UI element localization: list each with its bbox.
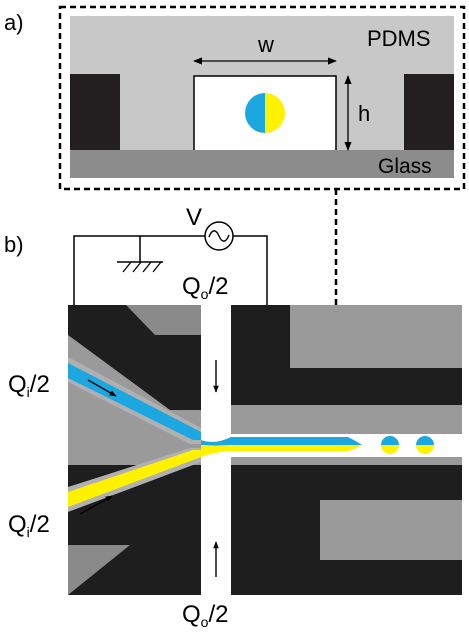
glass-layer: [70, 150, 454, 178]
jet-blue: [201, 432, 362, 446]
device-micrograph: [68, 305, 462, 595]
height-label: h: [358, 101, 370, 126]
voltage-label: V: [186, 204, 202, 231]
pdms-label: PDMS: [367, 26, 431, 51]
panel-a-label: a): [4, 10, 24, 35]
droplet-1: [381, 436, 399, 454]
droplet-cross-section: [245, 93, 285, 133]
electrode-right: [404, 74, 454, 152]
cross-section-diagram: w h PDMS Glass: [70, 16, 454, 178]
inlet-phase-yellow: [68, 450, 201, 507]
jet-yellow: [201, 445, 362, 457]
circuit-wire-left: [73, 235, 205, 305]
zoom-frame: [58, 5, 466, 191]
flow-arrow-inlet-top: [87, 379, 117, 397]
ground-icon: [117, 236, 163, 273]
outlet-top-label: Qo/2: [182, 273, 228, 302]
droplet-2: [416, 436, 434, 454]
inlet-bottom-label: Qi/2: [8, 511, 50, 540]
circuit-diagram: V: [73, 204, 268, 305]
electrode-right-upper: [231, 305, 462, 405]
inlet-top-label: Qi/2: [8, 371, 50, 400]
circuit-wire-right: [233, 235, 268, 305]
panel-b-label: b): [4, 232, 24, 257]
width-label: w: [257, 32, 274, 57]
outlet-bottom-label: Qo/2: [182, 601, 228, 630]
electrode-left: [70, 74, 120, 152]
electrode-right-lower: [231, 465, 462, 595]
flow-arrow-inlet-bottom: [79, 495, 113, 515]
inlet-phase-blue: [68, 363, 201, 440]
glass-label: Glass: [378, 155, 432, 178]
